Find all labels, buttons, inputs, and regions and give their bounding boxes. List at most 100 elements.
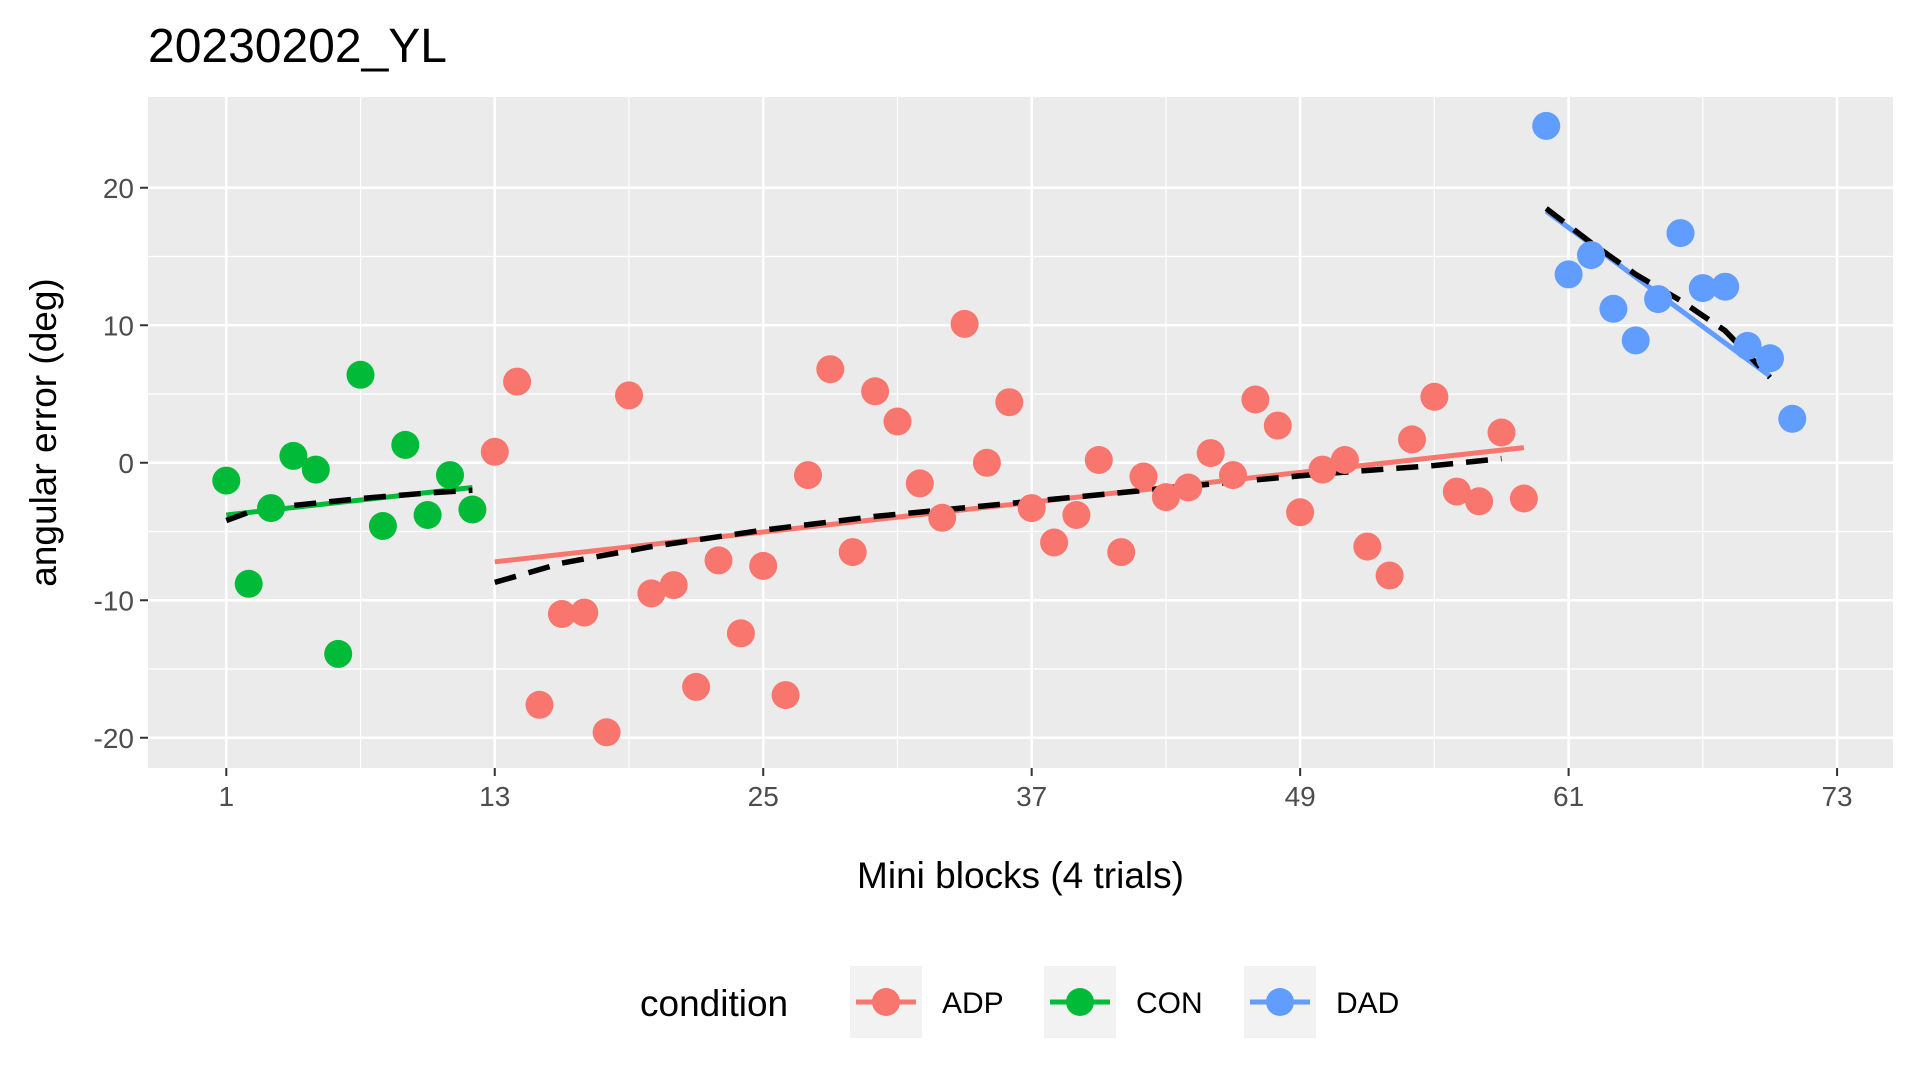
data-point-dad — [1688, 274, 1717, 303]
data-point-dad — [1756, 344, 1784, 373]
y-tick-label: 10 — [103, 310, 134, 341]
data-point-adp — [1286, 498, 1315, 527]
y-axis-title: angular error (deg) — [23, 278, 64, 586]
x-tick-label: 13 — [479, 781, 510, 812]
y-tick-label: 0 — [118, 448, 134, 479]
data-point-con — [324, 639, 353, 668]
data-point-adp — [1308, 455, 1337, 484]
data-point-adp — [1151, 483, 1180, 512]
data-point-adp — [1129, 462, 1158, 491]
data-point-adp — [1465, 487, 1494, 516]
data-point-adp — [1442, 477, 1471, 506]
legend-key-point — [1266, 988, 1294, 1016]
data-point-adp — [816, 355, 845, 384]
data-point-adp — [525, 690, 554, 719]
data-point-dad — [1621, 326, 1650, 355]
data-point-dad — [1554, 260, 1583, 289]
data-point-adp — [1174, 473, 1203, 502]
data-point-con — [346, 360, 375, 389]
data-point-adp — [682, 672, 711, 701]
data-point-dad — [1711, 272, 1740, 301]
legend-label-adp: ADP — [942, 987, 1004, 1020]
data-point-adp — [1241, 385, 1270, 414]
data-point-con — [368, 512, 397, 540]
data-point-dad — [1666, 219, 1695, 248]
data-point-adp — [1420, 382, 1449, 411]
data-point-con — [391, 430, 420, 459]
data-point-adp — [637, 579, 666, 608]
data-point-adp — [570, 598, 599, 627]
data-point-con — [234, 569, 263, 598]
data-point-dad — [1599, 294, 1628, 323]
legend-label-con: CON — [1136, 987, 1203, 1020]
data-point-adp — [547, 600, 576, 628]
data-point-adp — [1107, 538, 1136, 567]
axes: 1 13 25 37 49 61 73 -20 -10 0 10 20 — [94, 173, 1853, 812]
data-points — [212, 111, 1807, 747]
data-point-adp — [1040, 528, 1069, 557]
data-point-dad — [1532, 111, 1561, 140]
data-point-adp — [972, 448, 1001, 477]
data-point-adp — [905, 469, 934, 498]
data-point-adp — [883, 407, 912, 436]
data-point-con — [212, 466, 241, 495]
data-point-adp — [615, 381, 643, 410]
x-tick-label: 1 — [219, 781, 235, 812]
legend-label-dad: DAD — [1336, 987, 1399, 1020]
gridlines — [148, 97, 1893, 768]
legend-title: condition — [640, 983, 788, 1024]
data-point-adp — [838, 538, 867, 567]
data-point-dad — [1778, 404, 1807, 433]
data-point-dad — [1644, 285, 1673, 314]
data-point-adp — [794, 461, 822, 490]
data-point-adp — [1196, 439, 1225, 468]
data-point-adp — [861, 377, 890, 406]
data-point-adp — [771, 681, 800, 710]
data-point-adp — [659, 571, 688, 600]
data-point-con — [413, 501, 442, 529]
data-point-adp — [726, 619, 755, 648]
data-point-con — [301, 455, 330, 484]
data-point-adp — [1487, 418, 1516, 447]
data-point-adp — [1263, 411, 1292, 440]
legend: condition ADP CON DAD — [640, 966, 1399, 1038]
smooth-line-adp — [494, 455, 1502, 586]
legend-key-point — [1066, 988, 1094, 1016]
x-tick-label: 61 — [1553, 781, 1584, 812]
data-point-adp — [749, 551, 778, 580]
data-point-con — [279, 441, 308, 470]
data-point-con — [458, 495, 487, 524]
data-point-dad — [1733, 331, 1762, 360]
y-tick-label: -20 — [94, 723, 134, 754]
data-point-adp — [592, 718, 621, 747]
smooth-line-dad — [1544, 206, 1772, 380]
y-tick-label: -10 — [94, 585, 134, 616]
data-point-con — [257, 494, 285, 523]
data-point-adp — [1330, 446, 1359, 474]
x-tick-label: 37 — [1016, 781, 1047, 812]
data-point-adp — [1398, 425, 1426, 454]
data-point-adp — [1219, 461, 1247, 490]
data-point-adp — [1509, 484, 1538, 513]
data-point-adp — [1017, 494, 1046, 523]
data-point-adp — [1353, 532, 1382, 561]
chart-title: 20230202_YL — [148, 20, 447, 73]
smooth-line-con — [225, 487, 473, 524]
data-point-adp — [1084, 446, 1113, 474]
x-tick-label: 49 — [1285, 781, 1316, 812]
y-tick-label: 20 — [103, 173, 134, 204]
data-point-adp — [480, 437, 509, 466]
x-tick-label: 25 — [748, 781, 779, 812]
plot-panel — [148, 97, 1893, 768]
data-point-adp — [503, 367, 532, 396]
data-point-adp — [995, 388, 1024, 417]
x-axis-title: Mini blocks (4 trials) — [857, 855, 1184, 896]
data-point-adp — [1375, 561, 1404, 590]
x-tick-label: 73 — [1821, 781, 1852, 812]
data-point-dad — [1577, 241, 1605, 270]
data-point-adp — [928, 503, 957, 532]
data-point-adp — [704, 546, 733, 575]
data-point-con — [436, 461, 464, 490]
data-point-adp — [950, 309, 979, 338]
